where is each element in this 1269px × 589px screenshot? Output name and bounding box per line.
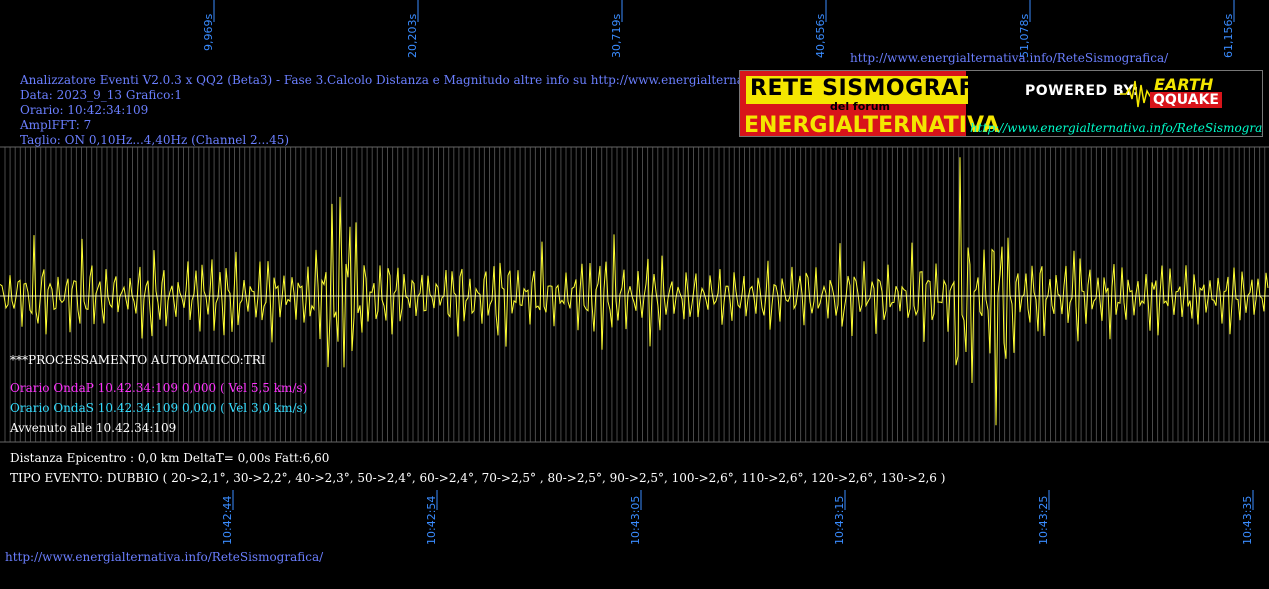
header-title: Analizzatore Eventi V2.0.3 x QQ2 (Beta3)… xyxy=(20,73,739,87)
logo-url[interactable]: http://www.energialternativa.info/ReteSi… xyxy=(970,121,1263,135)
logo-line3: ENERGIALTERNATIVA xyxy=(744,113,1000,137)
network-logo: RETE SISMOGRAFICA del forum ENERGIALTERN… xyxy=(739,70,1263,137)
epicenter-distance: Distanza Epicentro : 0,0 km DeltaT= 0,00… xyxy=(10,451,330,465)
event-time: Avvenuto alle 10.42.34:109 xyxy=(10,421,177,435)
bottom-tick-labels: 10:42:44 10:42:54 10:43:05 10:43:15 10:43:25… xyxy=(221,496,1254,545)
event-type: TIPO EVENTO: DUBBIO ( 20->2,1°, 30->2,2°… xyxy=(10,471,946,485)
s-wave-time: Orario OndaS 10.42.34:109 0,000 ( Vel 3,… xyxy=(10,401,308,415)
header-date: Data: 2023_9_13 Grafico:1 xyxy=(20,88,182,102)
logo-yellow-band xyxy=(746,76,968,104)
header-filter: Taglio: ON 0,10Hz...4,40Hz (Channel 2...… xyxy=(20,133,290,147)
bottom-tick-label: 10:42:54 xyxy=(425,496,438,545)
top-tick-label: 51,078s xyxy=(1018,14,1031,58)
footer-url[interactable]: http://www.energialternativa.info/ReteSi… xyxy=(5,550,324,564)
p-wave-time: Orario OndaP 10.42.34:109 0,000 ( Vel 5,… xyxy=(10,381,308,395)
logo-brand-qquake: QQUAKE xyxy=(1150,92,1222,108)
bottom-tick-label: 10:43:35 xyxy=(1241,496,1254,545)
bottom-tick-label: 10:43:25 xyxy=(1037,496,1050,545)
bottom-tick-label: 10:42:44 xyxy=(221,496,234,545)
top-url[interactable]: http://www.energialternativa.info/ReteSi… xyxy=(850,51,1169,65)
top-tick-label: 30,719s xyxy=(610,14,623,58)
header-time: Orario: 10:42:34:109 xyxy=(20,103,149,117)
top-tick-label: 9,969s xyxy=(202,14,215,51)
processing-label: ***PROCESSAMENTO AUTOMATICO:TRI xyxy=(10,353,266,367)
top-tick-label: 40,656s xyxy=(814,14,827,58)
top-tick-label: 61,156s xyxy=(1222,14,1235,58)
top-tick-labels: 9,969s 20,203s 30,719s 40,656s 51,078s 61,156… xyxy=(202,14,1235,58)
top-tick-label: 20,203s xyxy=(406,14,419,58)
tick-marks xyxy=(213,0,1254,510)
logo-line1: RETE SISMOGRAFICA xyxy=(750,76,1018,101)
logo-brand-earth: EARTH xyxy=(1154,75,1214,94)
bottom-tick-label: 10:43:15 xyxy=(833,496,846,545)
bottom-tick-label: 10:43:05 xyxy=(629,496,642,545)
logo-line2: del forum xyxy=(830,100,890,113)
header-ampl: AmplFFT: 7 xyxy=(20,118,92,132)
logo-powered-by: POWERED BY: xyxy=(1025,83,1139,99)
seismic-trace xyxy=(0,157,1269,426)
